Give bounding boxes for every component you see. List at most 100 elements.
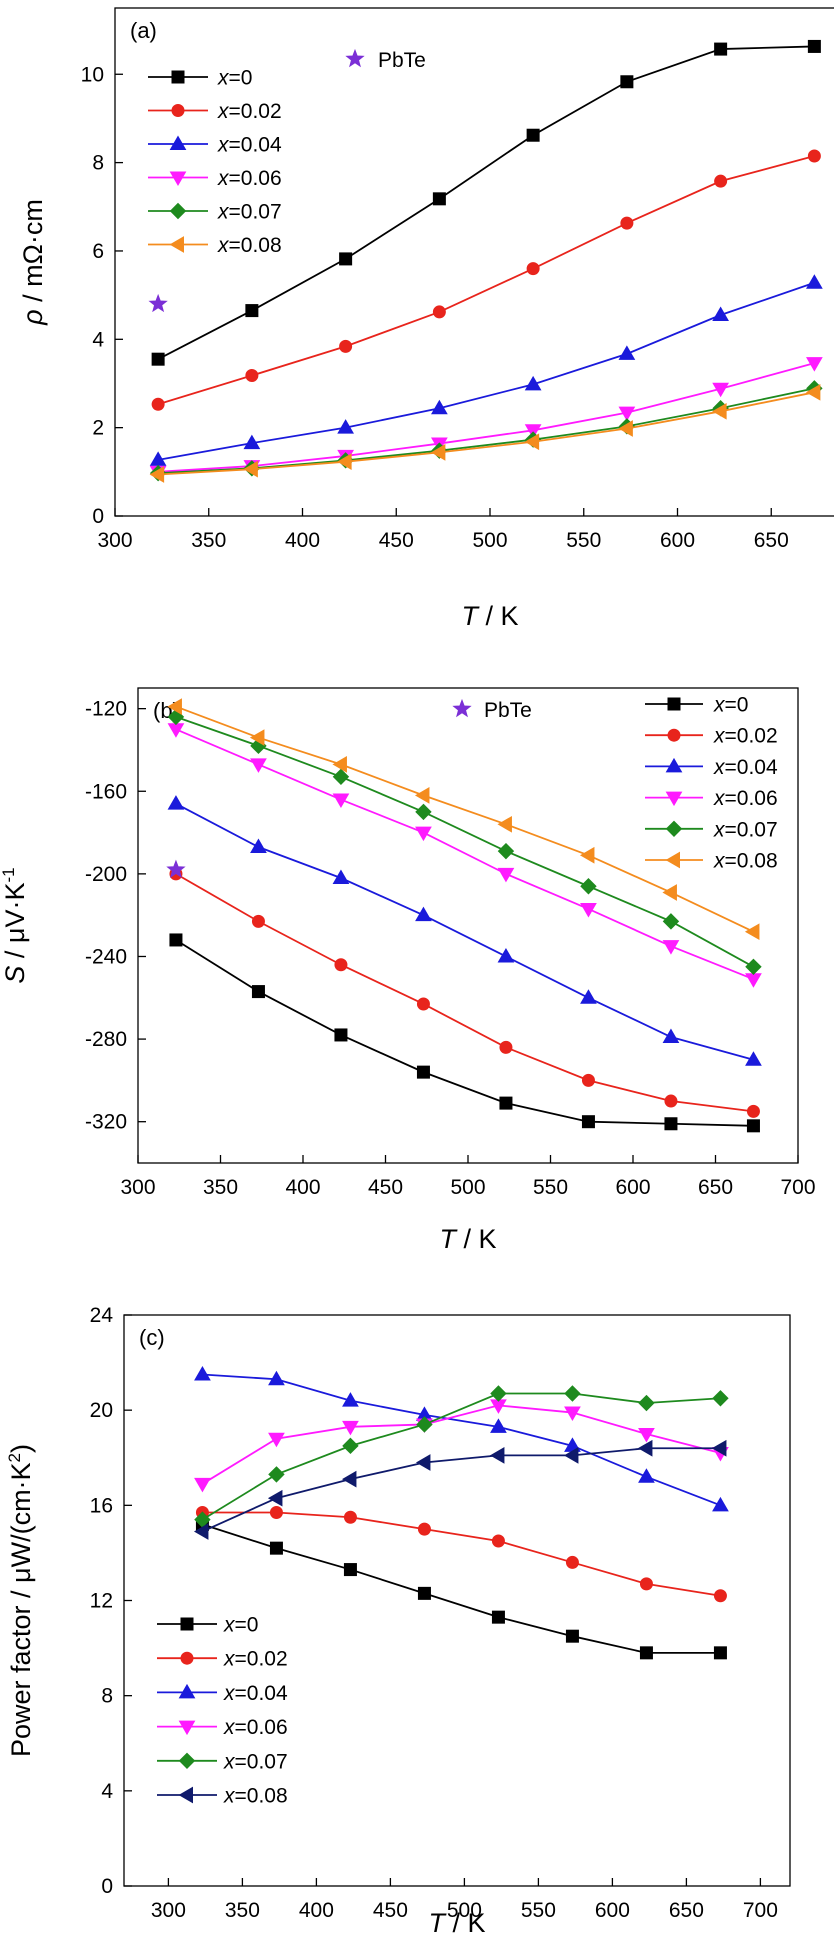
data-point (711, 1439, 727, 1457)
x-tick-label: 700 (780, 1176, 815, 1199)
series-x-0-07 (194, 1385, 729, 1528)
legend-label: x=0.04 (217, 134, 282, 157)
data-point (339, 252, 353, 266)
data-point (526, 128, 540, 142)
data-point (581, 1115, 595, 1129)
data-point (342, 1420, 359, 1436)
series-x-0-08 (193, 1439, 727, 1540)
x-axis-unit: / K (478, 601, 519, 631)
data-point (416, 1416, 433, 1433)
data-point (745, 958, 762, 976)
data-point (250, 758, 267, 773)
data-point (417, 1586, 431, 1600)
legend-variable: x (223, 1716, 236, 1739)
y-axis-title: ρ / mΩ·cm (18, 199, 48, 326)
x-axis-variable: T (461, 601, 480, 631)
series-line (175, 716, 754, 968)
data-point (332, 756, 347, 773)
legend-marker (180, 1617, 194, 1631)
legend-variable: x (217, 100, 230, 123)
legend-variable: x (217, 167, 230, 190)
legend-value: =0.06 (725, 787, 778, 810)
data-point (193, 1523, 209, 1540)
legend-marker (665, 757, 683, 773)
reference-legend-star (452, 698, 472, 718)
y-tick-label: 8 (92, 152, 104, 175)
legend-marker (665, 820, 683, 838)
data-point (712, 382, 729, 398)
data-point (337, 419, 354, 434)
x-tick-label: 400 (285, 529, 320, 552)
data-point (637, 1439, 653, 1457)
data-point (243, 434, 261, 450)
data-point (332, 793, 350, 809)
legend-value: =0.08 (235, 1785, 288, 1808)
legend-variable: x (713, 818, 726, 841)
legend-label: x=0.07 (223, 1750, 288, 1773)
data-point (342, 1437, 359, 1455)
data-point (250, 838, 267, 854)
legend-label: x=0.04 (713, 756, 778, 779)
legend-value: =0.07 (229, 201, 282, 224)
data-point (639, 1577, 653, 1591)
reference-legend-star (345, 48, 365, 68)
legend-marker (169, 236, 184, 253)
legend-label: x=0.02 (217, 100, 282, 123)
x-axis-title: T / K (439, 1224, 496, 1254)
x-tick-label: 650 (698, 1176, 733, 1199)
legend-label: x=0.07 (713, 818, 778, 841)
data-point (343, 1510, 357, 1524)
legend-marker (171, 104, 185, 117)
data-point (564, 1385, 581, 1402)
series-line (157, 45, 815, 360)
data-point (415, 1454, 431, 1471)
data-point (415, 803, 432, 821)
series-line (157, 155, 815, 406)
data-point (341, 1470, 357, 1488)
series-line (175, 802, 754, 1061)
data-point (267, 1489, 283, 1507)
data-point (564, 1406, 581, 1422)
reference-point-star (166, 859, 186, 878)
y-axis-title: Power factor / μW/(cm·K2) (5, 1444, 36, 1757)
legend-marker (665, 791, 683, 807)
data-point (581, 1073, 595, 1087)
panel-label: (c) (139, 1325, 165, 1350)
legend-label: x=0.04 (223, 1682, 288, 1705)
legend-label: x=0.02 (223, 1648, 288, 1671)
data-point (497, 842, 515, 860)
y-tick-label: 0 (92, 505, 104, 528)
data-point (618, 345, 636, 360)
series-line (201, 1392, 721, 1521)
y-tick-label: 16 (90, 1494, 113, 1517)
data-point (565, 1555, 579, 1569)
data-point (580, 902, 597, 918)
data-point (332, 768, 350, 786)
series-line (175, 939, 754, 1127)
data-point (662, 913, 680, 930)
data-point (342, 1392, 359, 1407)
y-tick-label: 20 (90, 1399, 113, 1422)
series-line (157, 281, 815, 461)
series-line (175, 728, 754, 981)
x-tick-label: 700 (743, 1899, 778, 1922)
x-tick-label: 400 (285, 1176, 320, 1199)
x-tick-label: 450 (373, 1899, 408, 1922)
data-point (269, 1505, 283, 1519)
reference-point-star (148, 293, 168, 313)
series-x-0-08 (167, 698, 760, 941)
data-point (491, 1534, 505, 1548)
data-point (490, 1418, 507, 1433)
data-point (417, 1522, 431, 1536)
x-axis-title: T / K (428, 1908, 485, 1938)
data-point (251, 985, 265, 999)
x-tick-label: 550 (566, 529, 601, 552)
legend-value: =0.06 (235, 1716, 288, 1739)
data-point (744, 923, 760, 941)
y-tick-label: 24 (90, 1304, 114, 1327)
legend-marker (667, 728, 681, 742)
legend-label: x=0.08 (223, 1785, 288, 1808)
data-point (431, 399, 448, 415)
data-point (745, 973, 762, 988)
